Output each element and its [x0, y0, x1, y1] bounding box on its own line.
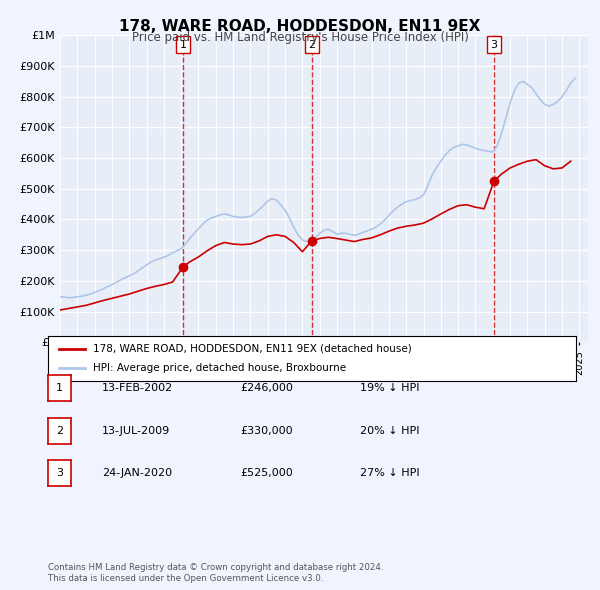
- Text: £525,000: £525,000: [240, 468, 293, 478]
- Text: 1: 1: [180, 40, 187, 50]
- Text: 2: 2: [308, 40, 315, 50]
- Text: Price paid vs. HM Land Registry's House Price Index (HPI): Price paid vs. HM Land Registry's House …: [131, 31, 469, 44]
- Text: 178, WARE ROAD, HODDESDON, EN11 9EX (detached house): 178, WARE ROAD, HODDESDON, EN11 9EX (det…: [93, 344, 412, 353]
- Text: 13-FEB-2002: 13-FEB-2002: [102, 384, 173, 393]
- Text: £246,000: £246,000: [240, 384, 293, 393]
- Text: 13-JUL-2009: 13-JUL-2009: [102, 426, 170, 435]
- Text: 2: 2: [56, 426, 63, 435]
- Text: HPI: Average price, detached house, Broxbourne: HPI: Average price, detached house, Brox…: [93, 363, 346, 373]
- Text: 24-JAN-2020: 24-JAN-2020: [102, 468, 172, 478]
- Text: 1: 1: [56, 384, 63, 393]
- Text: 19% ↓ HPI: 19% ↓ HPI: [360, 384, 419, 393]
- Text: 3: 3: [56, 468, 63, 478]
- Text: 20% ↓ HPI: 20% ↓ HPI: [360, 426, 419, 435]
- Text: 27% ↓ HPI: 27% ↓ HPI: [360, 468, 419, 478]
- Text: 3: 3: [490, 40, 497, 50]
- Text: £330,000: £330,000: [240, 426, 293, 435]
- Text: 178, WARE ROAD, HODDESDON, EN11 9EX: 178, WARE ROAD, HODDESDON, EN11 9EX: [119, 19, 481, 34]
- Text: Contains HM Land Registry data © Crown copyright and database right 2024.
This d: Contains HM Land Registry data © Crown c…: [48, 563, 383, 583]
